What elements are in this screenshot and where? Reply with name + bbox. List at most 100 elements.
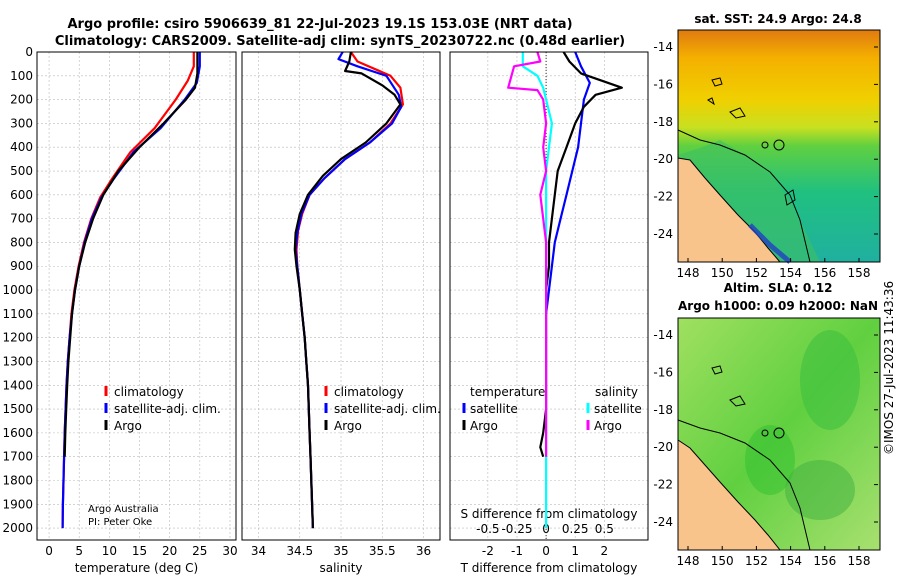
y-tick-label: 300 [10, 116, 33, 130]
s-tick-label: 0.25 [562, 522, 589, 536]
s-tick-label: -0.5 [476, 522, 499, 536]
y-tick-label: 700 [10, 212, 33, 226]
legend-label: climatology [334, 385, 404, 399]
y-tick-label: 1500 [2, 402, 33, 416]
series-line-argo [293, 51, 402, 529]
x-tick-label: 20 [162, 544, 177, 558]
y-tick-label: 1900 [2, 497, 33, 511]
map-y-tick-label: -16 [653, 77, 673, 91]
map-x-tick-label: 158 [848, 554, 871, 568]
y-tick-label: 1000 [2, 283, 33, 297]
sla-anomaly [800, 330, 860, 430]
sla-map-title1: Altim. SLA: 0.12 [724, 281, 833, 295]
map-x-tick-label: 154 [779, 554, 802, 568]
map-y-tick-label: -24 [653, 515, 673, 529]
legend-label: Argo [334, 419, 362, 433]
sla-map: Altim. SLA: 0.12 Argo h1000: 0.09 h2000:… [653, 281, 881, 568]
sla-isobath [677, 419, 811, 551]
difference-panel: -2 -1 0 1 2 T difference from climatology S di… [449, 51, 649, 575]
legend-label: satellite [594, 402, 642, 416]
sla-anomaly [785, 460, 855, 520]
y-tick-label: 2000 [2, 521, 33, 535]
x-tick-label: 0 [542, 544, 550, 558]
legend-label: Argo [594, 419, 622, 433]
sst-islands [784, 189, 796, 206]
y-tick-label: 1200 [2, 331, 33, 345]
x-tick-label: 35 [333, 544, 348, 558]
y-tick-label: 1700 [2, 450, 33, 464]
x-axis-label: salinity [319, 561, 362, 575]
map-y-tick-label: -24 [653, 227, 673, 241]
axes-frame [36, 51, 237, 541]
sla-reef [761, 429, 769, 437]
sst-islands [707, 77, 746, 119]
map-x-tick-label: 148 [677, 554, 700, 568]
y-tick-label: 1800 [2, 473, 33, 487]
legend-label: Argo [470, 419, 498, 433]
s-axis-label: S difference from climatology [461, 507, 638, 521]
map-x-tick-label: 152 [745, 554, 768, 568]
series-line-satellite-adj-clim- [61, 52, 201, 529]
map-y-tick-label: -18 [653, 403, 673, 417]
x-tick-label: 10 [102, 544, 117, 558]
x-tick-label: 34 [251, 544, 266, 558]
sst-frame [677, 29, 881, 263]
y-tick-label: 100 [10, 69, 33, 83]
x-axis-label: temperature (deg C) [75, 561, 198, 575]
sla-reef [773, 427, 785, 439]
sst-reef [773, 139, 785, 151]
x-tick-label: 25 [192, 544, 207, 558]
legend-label: satellite-adj. clim. [334, 402, 441, 416]
map-x-tick-label: 154 [779, 266, 802, 280]
map-x-tick-label: 150 [711, 554, 734, 568]
legend-title-salinity: salinity [595, 385, 638, 399]
map-x-tick-label: 150 [711, 266, 734, 280]
x-tick-label: 2 [601, 544, 609, 558]
map-y-tick-label: -14 [653, 328, 673, 342]
x-tick-label: -1 [511, 544, 523, 558]
y-tick-label: 0 [25, 45, 33, 59]
x-tick-label: 0 [45, 544, 53, 558]
y-tick-label: 400 [10, 140, 33, 154]
map-x-tick-label: 158 [848, 266, 871, 280]
map-x-tick-label: 152 [745, 266, 768, 280]
sla-frame [677, 317, 881, 551]
series-line-t-satellite [545, 51, 591, 315]
map-y-tick-label: -18 [653, 115, 673, 129]
map-y-tick-label: -20 [653, 152, 673, 166]
salinity-panel: 34 34.5 35 35.5 36 salinity climatology satelli… [241, 51, 441, 575]
x-tick-label: -2 [482, 544, 494, 558]
sla-islands [711, 365, 746, 407]
y-tick-label: 1400 [2, 378, 33, 392]
y-tick-label: 600 [10, 188, 33, 202]
map-y-tick-label: -22 [653, 478, 673, 492]
temperature-panel: 0100200300400500600700800900100011001200… [2, 45, 237, 575]
x-tick-label: 5 [75, 544, 83, 558]
series-line-argo [63, 52, 199, 457]
legend-label: Argo [114, 419, 142, 433]
s-tick-label: 0 [542, 522, 550, 536]
sst-map: sat. SST: 24.9 Argo: 24.8 148 150 152 154 15… [653, 12, 881, 280]
x-tick-label: 36 [416, 544, 431, 558]
sst-map-title: sat. SST: 24.9 Argo: 24.8 [694, 12, 861, 26]
map-y-tick-label: -22 [653, 190, 673, 204]
y-tick-label: 1300 [2, 354, 33, 368]
legend-title-temperature: temperature [470, 385, 545, 399]
sst-reef [761, 141, 769, 149]
sst-isobath [677, 129, 811, 263]
sla-map-title2: Argo h1000: 0.09 h2000: NaN [678, 299, 878, 313]
x-tick-label: 1 [571, 544, 579, 558]
annotation: PI: Peter Oke [88, 517, 152, 528]
axes-frame [241, 51, 441, 541]
x-tick-label: 15 [132, 544, 147, 558]
header-line2: Climatology: CARS2009. Satellite-adj cli… [55, 34, 625, 49]
annotation: Argo Australia [88, 504, 159, 515]
y-tick-label: 1600 [2, 426, 33, 440]
y-tick-label: 800 [10, 235, 33, 249]
legend-label: satellite [470, 402, 518, 416]
axes-frame [449, 51, 649, 541]
s-tick-label: 0.5 [595, 522, 614, 536]
legend-label: climatology [114, 385, 184, 399]
map-y-tick-label: -14 [653, 40, 673, 54]
